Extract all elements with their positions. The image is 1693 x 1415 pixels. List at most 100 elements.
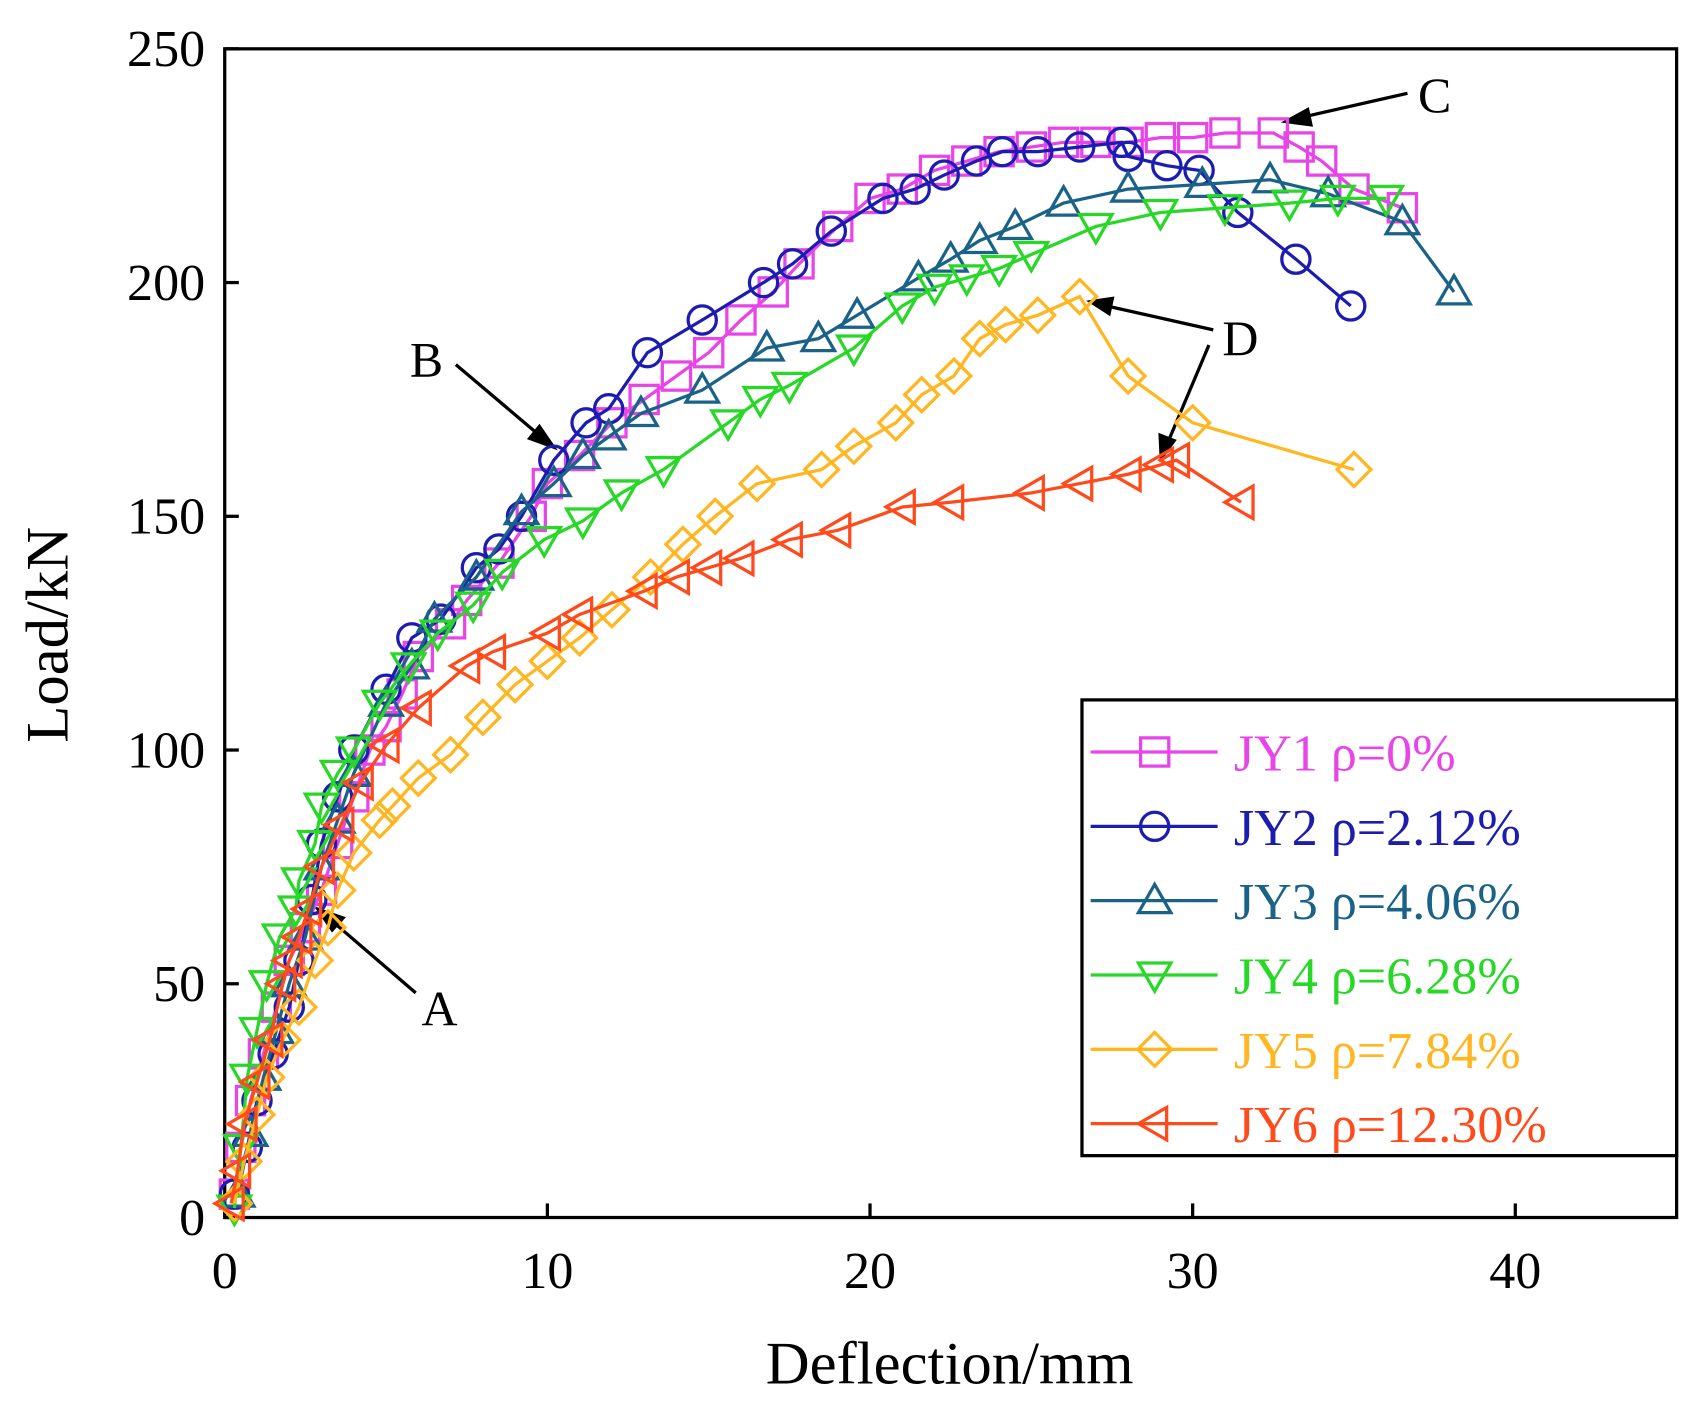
legend-marker [1138, 736, 1171, 768]
x-tick-label: 10 [521, 1243, 573, 1300]
marker [431, 735, 470, 774]
marker [1109, 169, 1148, 203]
marker [273, 991, 305, 1023]
marker [563, 507, 602, 541]
marker [1183, 164, 1222, 199]
marker [631, 336, 664, 369]
arrow-a [330, 918, 417, 995]
marker [644, 455, 683, 490]
annotation: D [1222, 311, 1258, 366]
series [215, 184, 1406, 1228]
marker [1434, 272, 1474, 306]
marker [296, 829, 335, 864]
legend-marker [1135, 881, 1174, 915]
marker [318, 871, 357, 910]
marker [1151, 149, 1183, 182]
marker [1305, 145, 1338, 177]
marker [502, 492, 541, 526]
marker [624, 572, 658, 611]
y-tick-label: 150 [127, 489, 205, 546]
marker [1076, 212, 1115, 246]
marker [818, 511, 852, 550]
marker [560, 618, 599, 658]
marker [1012, 240, 1051, 275]
marker [454, 591, 493, 625]
marker [770, 371, 809, 405]
marker [695, 497, 735, 536]
marker [1383, 202, 1422, 236]
marker [302, 847, 336, 886]
marker [1334, 450, 1374, 489]
marker [931, 483, 965, 522]
marker [883, 292, 922, 326]
marker [1309, 174, 1348, 208]
marker [802, 450, 841, 489]
marker [389, 652, 428, 686]
legend-label: JY2 ρ=2.12% [1234, 800, 1521, 857]
marker [602, 479, 641, 513]
x-tick-label: 30 [1167, 1243, 1219, 1300]
marker [1335, 290, 1367, 322]
marker [250, 1020, 284, 1059]
legend-label: JY3 ρ=4.06% [1234, 874, 1521, 931]
y-tick-label: 200 [127, 255, 205, 312]
y-tick-label: 0 [179, 1190, 205, 1247]
marker [686, 304, 718, 336]
arrow-head [1280, 107, 1314, 127]
marker [1018, 296, 1058, 335]
marker [269, 941, 303, 980]
arrow-head [1086, 296, 1115, 317]
marker [321, 805, 355, 844]
marker [834, 334, 873, 368]
marker [302, 792, 341, 826]
marker [928, 159, 960, 191]
marker [457, 557, 496, 591]
marker [986, 135, 1019, 168]
marker [1060, 464, 1094, 503]
marker [902, 375, 941, 414]
legend-marker [1135, 1030, 1174, 1069]
marker [663, 525, 703, 564]
marker [398, 688, 432, 728]
arrow-d2 [1166, 344, 1211, 444]
marker [318, 759, 357, 793]
x-tick-label: 40 [1489, 1243, 1541, 1300]
y-tick-label: 250 [127, 21, 205, 78]
marker [960, 319, 999, 358]
marker [211, 1184, 245, 1223]
marker [527, 614, 561, 653]
marker [340, 763, 374, 802]
marker [592, 590, 632, 630]
series [215, 277, 1374, 1223]
x-axis-title: Deflection/mm [766, 1331, 1134, 1398]
marker [366, 726, 400, 765]
marker [525, 526, 564, 560]
marker [237, 1062, 271, 1101]
annotation: A [422, 981, 458, 1036]
marker [867, 182, 899, 215]
marker [373, 786, 412, 826]
marker [1176, 121, 1209, 154]
marker [1270, 189, 1309, 223]
plot-frame [223, 47, 1679, 1220]
marker [295, 941, 335, 980]
marker [741, 385, 780, 419]
marker [776, 248, 809, 280]
marker [915, 273, 954, 307]
marker [224, 1142, 264, 1181]
marker [247, 970, 286, 1004]
series-line [236, 178, 1456, 1195]
marker [1063, 131, 1096, 163]
marker [418, 619, 457, 653]
marker [656, 558, 691, 597]
y-tick-label: 50 [153, 956, 205, 1013]
marker [799, 319, 838, 353]
marker [986, 305, 1025, 344]
series-line [232, 294, 1355, 1204]
marker [589, 417, 628, 451]
marker [279, 867, 318, 901]
marker [1280, 243, 1312, 275]
marker [538, 444, 570, 476]
